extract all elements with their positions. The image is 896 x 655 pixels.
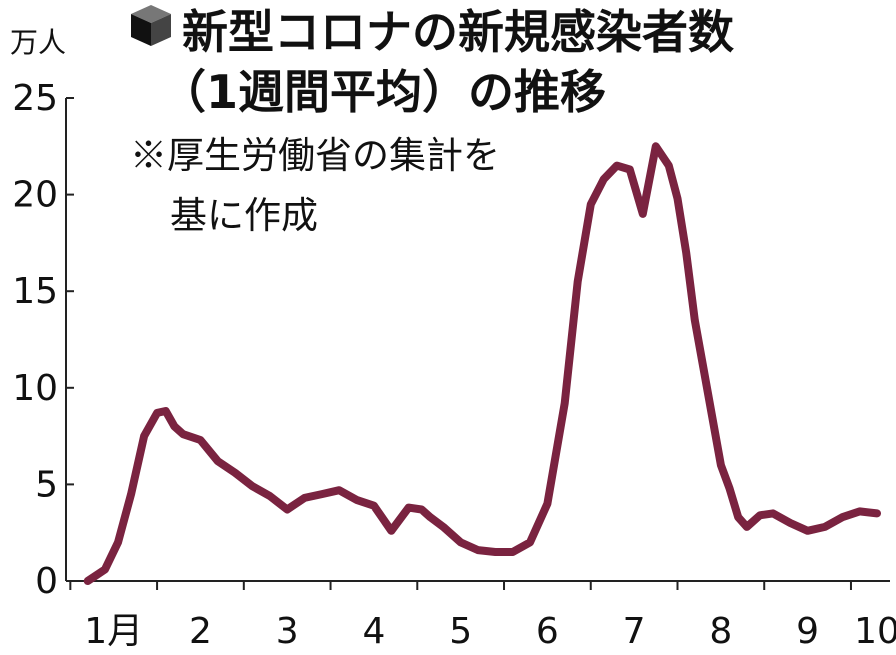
cube-icon: [131, 5, 171, 46]
x-tick-label: 6: [536, 611, 559, 652]
x-tick-label: 9: [796, 611, 819, 652]
x-tick-label: 1月: [84, 611, 143, 652]
x-axis-ticks: 1月 2 3 4 5 6 7 8 9 10: [69, 581, 896, 652]
y-tick-label: 15: [12, 271, 58, 312]
chart-note-line-2: 基に作成: [170, 194, 318, 237]
y-tick-label: 20: [12, 175, 58, 216]
y-tick-label: 25: [12, 78, 58, 119]
y-tick-label: 5: [35, 464, 58, 505]
y-tick-label: 0: [35, 561, 58, 602]
chart-title-line-1: 新型コロナの新規感染者数: [182, 5, 734, 59]
chart-note-line-1: ※厚生労働省の集計を: [130, 134, 500, 177]
infections-line: [83, 142, 881, 585]
chart-title-line-2: （1週間平均）の推移: [160, 65, 606, 119]
x-tick-label: 7: [623, 611, 646, 652]
x-tick-label: 2: [189, 611, 212, 652]
x-tick-label: 8: [709, 611, 732, 652]
series-layer: [83, 142, 881, 585]
y-axis-unit: 万人: [10, 26, 66, 59]
x-tick-label: 4: [362, 611, 385, 652]
x-tick-label: 5: [449, 611, 472, 652]
x-tick-label: 10: [854, 611, 896, 652]
y-tick-label: 10: [12, 368, 58, 409]
x-tick-label: 3: [276, 611, 299, 652]
y-axis-ticks: 0 5 10 15 20 25: [12, 78, 74, 602]
